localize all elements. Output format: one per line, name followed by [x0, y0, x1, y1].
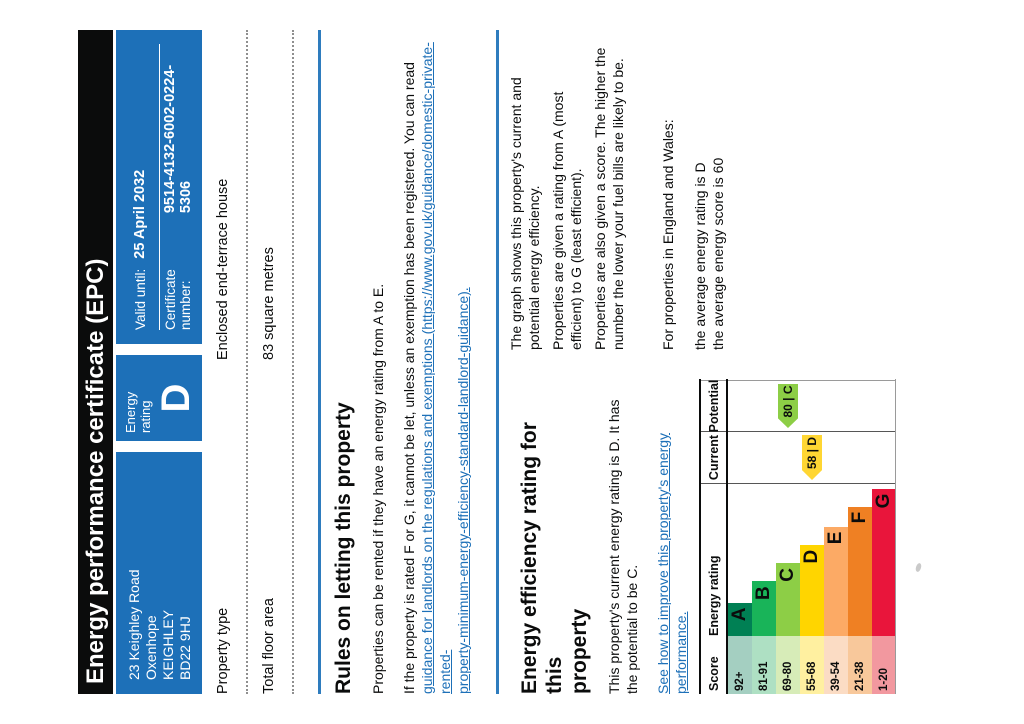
address-line: KEIGHLEY — [160, 609, 176, 680]
rules-paragraph-2: If the property is rated F or G, it cann… — [400, 30, 472, 694]
table-row: Property type Enclosed end-terrace house — [202, 30, 248, 694]
band-bar-g: G — [872, 488, 895, 636]
band-score: 55-68 — [800, 636, 824, 694]
certificate-number-value: 9514-4132-6002-0224-5306 — [161, 64, 194, 214]
band-bar-e: E — [824, 526, 848, 636]
band-bar-f: F — [848, 506, 872, 636]
band-bar-c: C — [776, 563, 800, 636]
energy-rating-value: D — [154, 383, 198, 413]
page-content: Energy performance certificate (EPC) 23 … — [78, 30, 896, 694]
address-line: 23 Keighley Road — [126, 569, 142, 680]
energy-efficiency-section: Energy efficiency rating for this proper… — [507, 30, 896, 694]
certificate-number-label: Certificate number: — [162, 269, 193, 330]
total-floor-area-label: Total floor area — [261, 598, 277, 694]
property-address: 23 Keighley Road Oxenhope KEIGHLEY BD22 … — [116, 452, 202, 694]
section-divider — [496, 30, 499, 694]
rating-band-row-g: 1-20 G — [872, 379, 896, 694]
band-score: 81-91 — [752, 636, 776, 694]
rating-band-row-d: 55-68 D 58 | D — [800, 379, 824, 694]
valid-until-value: 25 April 2032 — [132, 169, 149, 259]
band-bar-b: B — [752, 581, 776, 636]
score-explainer-paragraph: Properties are also given a score. The h… — [592, 47, 626, 350]
rules-section-heading: Rules on letting this property — [332, 402, 355, 694]
average-values-paragraph: the average energy rating is D the avera… — [692, 157, 726, 350]
current-rating-text: This property's current energy rating is… — [606, 399, 640, 694]
energy-rating-label: Energy rating — [123, 391, 153, 433]
potential-column-header: Potential — [701, 380, 726, 432]
rules-paragraph-2-text: If the property is rated F or G, it cann… — [401, 62, 417, 694]
rules-paragraph-1: Properties can be rented if they have an… — [370, 283, 386, 694]
graph-explainer-paragraph: The graph shows this property's current … — [508, 77, 542, 350]
band-bar-d: D — [800, 544, 824, 636]
energy-efficiency-left-column: Energy efficiency rating for this proper… — [507, 379, 896, 694]
total-floor-area-value: 83 square metres — [261, 247, 277, 360]
improve-performance-paragraph: See how to improve this property's energ… — [654, 379, 690, 694]
score-column-header: Score — [706, 656, 721, 691]
rating-band-row-b: 81-91 B — [752, 379, 776, 694]
rating-band-row-e: 39-54 E — [824, 379, 848, 694]
band-bar-a: A — [728, 602, 752, 636]
certificate-header-bar: Energy performance certificate (EPC) — [78, 30, 113, 694]
valid-until-row: Valid until: 25 April 2032 — [122, 44, 159, 330]
scan-artifact — [914, 562, 923, 573]
potential-rating-marker: 80 | C — [778, 384, 798, 428]
rating-band-row-a: 92+ A — [728, 379, 752, 694]
improve-performance-link[interactable]: See how to improve this property's energ… — [655, 432, 689, 694]
current-column-header: Current — [701, 432, 726, 484]
england-wales-paragraph: For properties in England and Wales: — [660, 119, 676, 350]
band-score: 39-54 — [824, 636, 848, 694]
validity-panel: Valid until: 25 April 2032 Certificate n… — [116, 30, 202, 344]
energy-efficiency-right-column: The graph shows this property's current … — [507, 30, 896, 350]
band-score: 69-80 — [776, 636, 800, 694]
chart-header-row: Score Energy rating Current Potential — [701, 379, 728, 694]
band-score: 21-38 — [848, 636, 872, 694]
summary-banner: 23 Keighley Road Oxenhope KEIGHLEY BD22 … — [116, 30, 202, 694]
band-score: 1-20 — [872, 636, 895, 694]
certificate-number-row: Certificate number: 9514-4132-6002-0224-… — [160, 44, 197, 330]
table-row: Total floor area 83 square metres — [248, 30, 294, 694]
valid-until-label: Valid until: — [132, 268, 148, 330]
energy-rating-badge: Energy rating D — [116, 355, 202, 441]
energy-rating-chart: Score Energy rating Current Potential 92… — [699, 379, 896, 694]
landlord-guidance-link[interactable]: guidance for landlords on the regulation… — [419, 42, 471, 694]
energy-rating-column-header: Energy rating — [706, 555, 721, 636]
property-type-value: Enclosed end-terrace house — [215, 178, 231, 360]
property-type-label: Property type — [215, 607, 231, 694]
rating-band-row-f: 21-38 F — [848, 379, 872, 694]
address-line: Oxenhope — [143, 615, 159, 680]
page-title: Energy performance certificate (EPC) — [81, 258, 109, 684]
band-score: 92+ — [728, 636, 752, 694]
section-divider — [318, 30, 321, 694]
energy-efficiency-heading: Energy efficiency rating for this proper… — [518, 422, 591, 694]
rating-scale-paragraph: Properties are given a rating from A (mo… — [550, 91, 584, 350]
address-line: BD22 9HJ — [177, 616, 193, 680]
rating-band-row-c: 69-80 C 80 | C — [776, 379, 800, 694]
current-rating-marker: 58 | D — [802, 435, 822, 480]
